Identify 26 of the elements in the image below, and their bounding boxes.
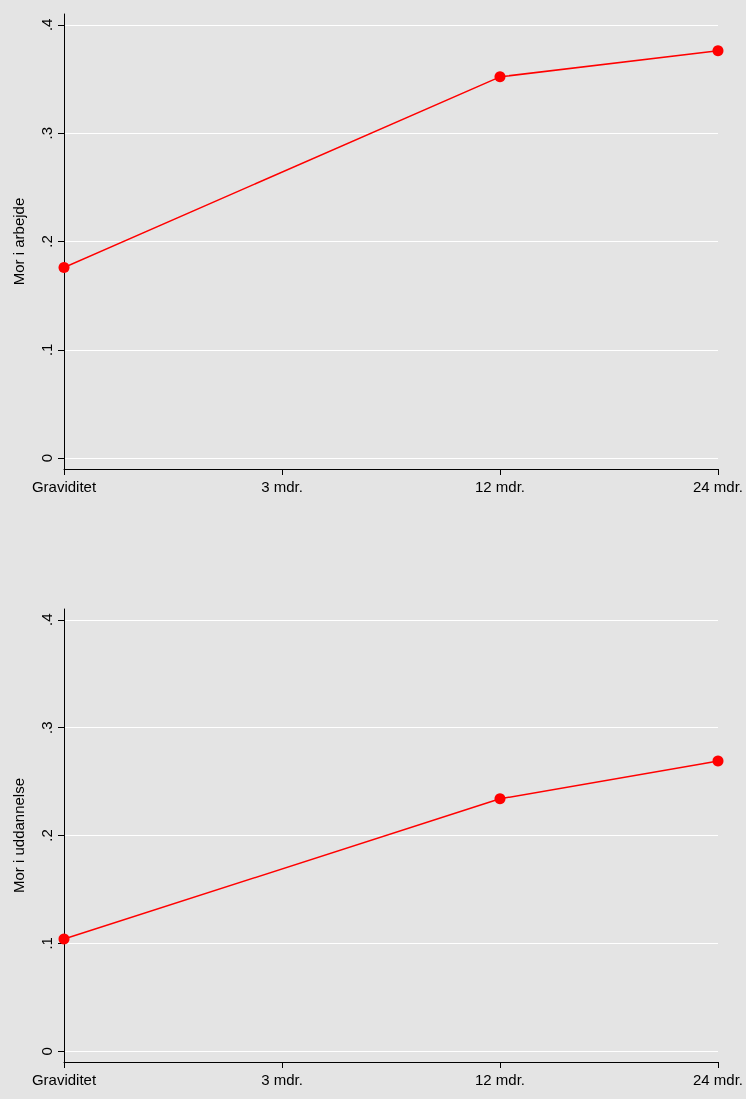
y-tick-label: 0 — [38, 1047, 55, 1056]
y-tick-label: .3 — [38, 126, 55, 140]
point — [712, 45, 724, 57]
y-axis-title: Mor i uddannelse — [10, 777, 27, 894]
y-tick-label: .3 — [38, 721, 55, 734]
point — [58, 933, 70, 945]
point — [494, 793, 506, 805]
y-tick-label: 0 — [38, 453, 55, 463]
x-tick-label: Graviditet — [31, 478, 97, 495]
y-tick-label: .4 — [38, 18, 55, 32]
y-axis-title: Mor i arbejde — [10, 197, 27, 286]
y-tick-label: .2 — [38, 235, 55, 248]
x-tick-label: 3 mdr. — [261, 478, 303, 495]
x-tick-label: 24 mdr. — [692, 478, 743, 495]
x-tick-label: 3 mdr. — [261, 1071, 303, 1088]
y-tick-label: .1 — [38, 343, 55, 357]
x-tick-label: 12 mdr. — [474, 1071, 526, 1088]
point — [712, 755, 724, 767]
y-tick-label: .2 — [38, 829, 55, 842]
x-tick-label: Graviditet — [31, 1071, 97, 1088]
point — [494, 71, 506, 83]
point — [58, 262, 70, 273]
x-tick-label: 12 mdr. — [474, 478, 526, 495]
y-tick-label: .4 — [38, 613, 55, 627]
y-tick-label: .1 — [38, 937, 55, 950]
x-tick-label: 24 mdr. — [692, 1071, 743, 1088]
